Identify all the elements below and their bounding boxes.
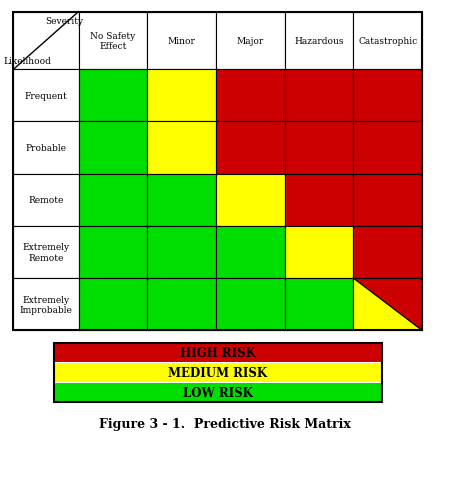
Bar bbox=[79, 13, 147, 70]
Bar bbox=[54, 343, 382, 362]
Text: Severity: Severity bbox=[45, 17, 84, 26]
Text: Hazardous: Hazardous bbox=[294, 37, 344, 46]
Bar bbox=[147, 174, 216, 226]
Bar bbox=[13, 226, 79, 279]
Polygon shape bbox=[353, 279, 422, 331]
Bar bbox=[216, 13, 285, 70]
Bar bbox=[216, 279, 285, 331]
Bar bbox=[353, 70, 422, 122]
Text: MEDIUM RISK: MEDIUM RISK bbox=[168, 366, 267, 379]
Bar bbox=[147, 70, 216, 122]
Bar bbox=[353, 279, 422, 331]
Text: Catastrophic: Catastrophic bbox=[358, 37, 417, 46]
Bar bbox=[147, 279, 216, 331]
Text: Probable: Probable bbox=[26, 144, 66, 153]
Text: Figure 3 - 1.  Predictive Risk Matrix: Figure 3 - 1. Predictive Risk Matrix bbox=[99, 417, 350, 430]
Bar bbox=[147, 122, 216, 174]
Text: Remote: Remote bbox=[28, 196, 64, 205]
Bar bbox=[353, 13, 422, 70]
Text: No Safety
Effect: No Safety Effect bbox=[90, 32, 136, 51]
Text: Likelihood: Likelihood bbox=[4, 57, 52, 66]
Bar bbox=[216, 70, 285, 122]
Bar bbox=[79, 70, 147, 122]
Bar bbox=[147, 226, 216, 279]
Bar bbox=[285, 13, 353, 70]
Text: Extremely
Remote: Extremely Remote bbox=[22, 243, 70, 262]
Bar bbox=[285, 70, 353, 122]
Bar bbox=[216, 174, 285, 226]
Text: Extremely
Improbable: Extremely Improbable bbox=[20, 295, 72, 314]
Bar bbox=[216, 122, 285, 174]
Bar bbox=[13, 122, 79, 174]
Bar bbox=[285, 122, 353, 174]
Bar bbox=[79, 226, 147, 279]
Bar bbox=[353, 122, 422, 174]
Bar bbox=[353, 174, 422, 226]
Bar bbox=[147, 13, 216, 70]
Text: Minor: Minor bbox=[167, 37, 196, 46]
Bar bbox=[285, 174, 353, 226]
Bar bbox=[13, 279, 79, 331]
Bar bbox=[13, 70, 79, 122]
Bar bbox=[54, 363, 382, 382]
Bar bbox=[54, 383, 382, 402]
Bar bbox=[79, 279, 147, 331]
Bar bbox=[79, 122, 147, 174]
Bar bbox=[13, 174, 79, 226]
Bar bbox=[285, 279, 353, 331]
Bar bbox=[79, 174, 147, 226]
Bar bbox=[216, 226, 285, 279]
Bar bbox=[13, 13, 422, 331]
Bar bbox=[285, 226, 353, 279]
Text: HIGH RISK: HIGH RISK bbox=[180, 346, 255, 359]
Text: Major: Major bbox=[237, 37, 264, 46]
Bar bbox=[353, 226, 422, 279]
Bar bbox=[13, 13, 79, 70]
Text: LOW RISK: LOW RISK bbox=[183, 386, 253, 399]
Bar bbox=[54, 343, 382, 402]
Polygon shape bbox=[353, 279, 422, 331]
Text: Frequent: Frequent bbox=[25, 92, 67, 101]
